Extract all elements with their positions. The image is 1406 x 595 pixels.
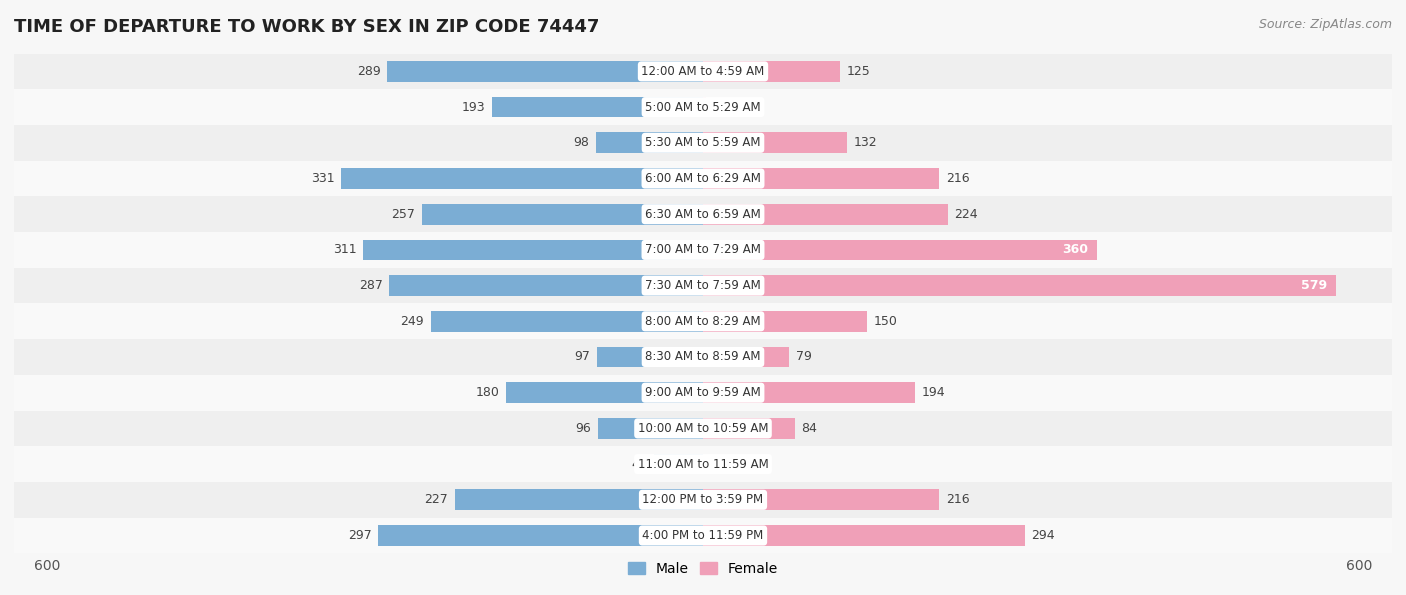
- Text: 150: 150: [873, 315, 897, 328]
- Text: 287: 287: [359, 279, 382, 292]
- Text: 193: 193: [461, 101, 485, 114]
- Text: 289: 289: [357, 65, 381, 78]
- Bar: [0, 411, 1406, 446]
- Text: 579: 579: [1302, 279, 1327, 292]
- Bar: [430, 311, 703, 331]
- Text: 125: 125: [846, 65, 870, 78]
- Text: 11:00 AM to 11:59 AM: 11:00 AM to 11:59 AM: [638, 458, 768, 471]
- Bar: [0, 303, 1406, 339]
- Text: 98: 98: [574, 136, 589, 149]
- Bar: [0, 375, 1406, 411]
- Bar: [0, 518, 1406, 553]
- Text: 7:30 AM to 7:59 AM: 7:30 AM to 7:59 AM: [645, 279, 761, 292]
- Bar: [703, 240, 1097, 260]
- Text: 132: 132: [853, 136, 877, 149]
- Bar: [0, 446, 1406, 482]
- Legend: Male, Female: Male, Female: [623, 556, 783, 581]
- Text: 5:00 AM to 5:29 AM: 5:00 AM to 5:29 AM: [645, 101, 761, 114]
- Text: 216: 216: [946, 172, 969, 185]
- Bar: [703, 311, 868, 331]
- Text: 4:00 PM to 11:59 PM: 4:00 PM to 11:59 PM: [643, 529, 763, 542]
- Text: 331: 331: [311, 172, 335, 185]
- Bar: [703, 97, 706, 117]
- Text: 7:00 AM to 7:29 AM: 7:00 AM to 7:29 AM: [645, 243, 761, 256]
- Bar: [703, 490, 939, 510]
- Bar: [703, 275, 1336, 296]
- Bar: [0, 232, 1406, 268]
- Text: 45: 45: [631, 458, 647, 471]
- Text: 216: 216: [946, 493, 969, 506]
- Bar: [0, 196, 1406, 232]
- Bar: [0, 268, 1406, 303]
- Text: 180: 180: [475, 386, 499, 399]
- Text: 97: 97: [575, 350, 591, 364]
- Text: 8:30 AM to 8:59 AM: 8:30 AM to 8:59 AM: [645, 350, 761, 364]
- Text: 297: 297: [347, 529, 371, 542]
- Text: 194: 194: [922, 386, 945, 399]
- Bar: [0, 89, 1406, 125]
- Bar: [703, 525, 1025, 546]
- Bar: [342, 168, 703, 189]
- Bar: [0, 125, 1406, 161]
- Bar: [598, 418, 703, 439]
- Text: 311: 311: [333, 243, 356, 256]
- Bar: [0, 339, 1406, 375]
- Text: 79: 79: [796, 350, 811, 364]
- Text: TIME OF DEPARTURE TO WORK BY SEX IN ZIP CODE 74447: TIME OF DEPARTURE TO WORK BY SEX IN ZIP …: [14, 18, 599, 36]
- Bar: [654, 454, 703, 474]
- Bar: [703, 61, 839, 82]
- Bar: [387, 61, 703, 82]
- Text: 9:00 AM to 9:59 AM: 9:00 AM to 9:59 AM: [645, 386, 761, 399]
- Text: Source: ZipAtlas.com: Source: ZipAtlas.com: [1258, 18, 1392, 31]
- Text: 5:30 AM to 5:59 AM: 5:30 AM to 5:59 AM: [645, 136, 761, 149]
- Bar: [0, 161, 1406, 196]
- Text: 8:00 AM to 8:29 AM: 8:00 AM to 8:29 AM: [645, 315, 761, 328]
- Text: 294: 294: [1031, 529, 1054, 542]
- Text: 12:00 PM to 3:59 PM: 12:00 PM to 3:59 PM: [643, 493, 763, 506]
- Bar: [703, 347, 789, 367]
- Bar: [363, 240, 703, 260]
- Text: 227: 227: [425, 493, 449, 506]
- Bar: [454, 490, 703, 510]
- Bar: [703, 418, 794, 439]
- Text: 3: 3: [713, 101, 721, 114]
- Text: 6:00 AM to 6:29 AM: 6:00 AM to 6:29 AM: [645, 172, 761, 185]
- Bar: [492, 97, 703, 117]
- Bar: [703, 133, 848, 153]
- Text: 257: 257: [391, 208, 415, 221]
- Bar: [596, 133, 703, 153]
- Text: 6:30 AM to 6:59 AM: 6:30 AM to 6:59 AM: [645, 208, 761, 221]
- Bar: [378, 525, 703, 546]
- Bar: [598, 347, 703, 367]
- Bar: [703, 168, 939, 189]
- Text: 249: 249: [401, 315, 425, 328]
- Text: 0: 0: [710, 458, 717, 471]
- Text: 360: 360: [1062, 243, 1088, 256]
- Bar: [422, 204, 703, 224]
- Bar: [0, 54, 1406, 89]
- Bar: [389, 275, 703, 296]
- Text: 10:00 AM to 10:59 AM: 10:00 AM to 10:59 AM: [638, 422, 768, 435]
- Bar: [703, 204, 948, 224]
- Text: 84: 84: [801, 422, 817, 435]
- Text: 96: 96: [575, 422, 592, 435]
- Bar: [0, 482, 1406, 518]
- Text: 12:00 AM to 4:59 AM: 12:00 AM to 4:59 AM: [641, 65, 765, 78]
- Text: 224: 224: [955, 208, 979, 221]
- Bar: [703, 383, 915, 403]
- Bar: [506, 383, 703, 403]
